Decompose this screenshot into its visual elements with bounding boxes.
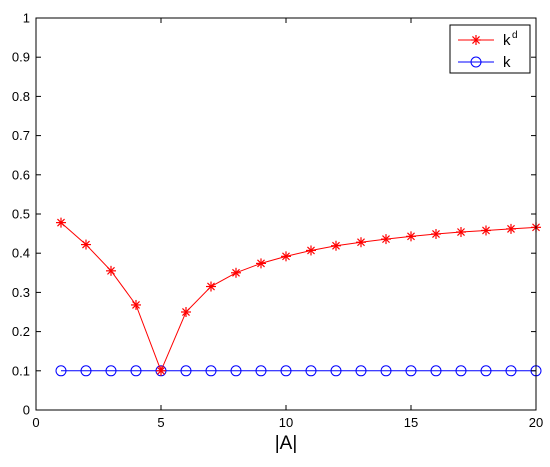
data-point [256,258,266,269]
data-point [406,231,416,242]
data-point [231,267,241,278]
series-layer [55,217,542,377]
legend-box [449,24,531,74]
marker-stroke [132,300,140,309]
marker-stroke [482,226,490,235]
data-point [405,365,417,377]
legend-superscript: d [512,30,518,41]
data-point [106,265,116,276]
legend-marker [471,35,481,45]
data-point [505,365,517,377]
y-tick-label: 1 [23,11,30,26]
data-point [506,223,516,234]
legend: k dk [449,24,531,74]
data-point [181,307,191,317]
y-tick-label: 0.9 [12,50,30,65]
y-tick-label: 0.4 [12,246,30,261]
data-point [281,251,291,262]
x-tick-label: 15 [404,415,418,430]
data-point [431,228,441,239]
data-point [80,365,92,377]
data-point [380,365,392,377]
data-point [105,365,117,377]
data-point [56,217,66,228]
legend-marker [470,56,482,68]
data-point [131,299,141,310]
marker-stroke [82,240,90,249]
data-point [355,365,367,377]
y-tick-label: 0.5 [12,207,30,222]
data-point [156,365,166,376]
y-tick-label: 0 [23,403,30,418]
marker-stroke [232,268,240,277]
data-point [330,365,342,377]
marker-stroke [257,259,265,268]
x-tick-label: 0 [32,415,39,430]
marker-stroke [157,366,165,375]
data-point [306,245,316,256]
x-tick-label: 10 [279,415,293,430]
marker-stroke [332,241,340,250]
marker-stroke [57,218,65,227]
data-point [381,234,391,245]
y-tick-label: 0.1 [12,363,30,378]
marker-stroke [307,246,315,255]
data-point [55,365,67,377]
data-point [81,239,91,250]
legend-items: k dk [458,30,518,71]
legend-label: k [503,32,511,49]
data-point [480,365,492,377]
data-point [430,365,442,377]
marker-stroke [407,232,415,241]
y-tick-label: 0.3 [12,285,30,300]
marker-stroke [507,224,515,233]
y-tick-label: 0.6 [12,167,30,182]
marker-stroke [432,230,440,238]
marker-stroke [207,282,215,291]
data-point [205,365,217,377]
legend-item: k [458,54,511,71]
series-k [55,365,542,377]
marker-stroke [472,36,480,44]
plot-area [36,18,536,410]
data-point [206,281,216,292]
x-tick-label: 5 [157,415,164,430]
y-tick-label: 0.2 [12,324,30,339]
x-axis-label: |A| [275,433,298,454]
data-point [180,365,192,377]
data-point [230,365,242,377]
y-tick-label: 0.7 [12,128,30,143]
marker-stroke [182,308,190,316]
marker-stroke [282,252,290,261]
marker-stroke [357,238,365,247]
series-kd [56,217,541,376]
data-point [331,240,341,251]
x-tick-label: 20 [529,415,543,430]
data-point [305,365,317,377]
axis-layer: 0 5 10 15 20 0 0.1 0.2 0.3 0.4 0.5 0.6 0.7 0.8 0.9 1 [12,11,543,431]
marker-stroke [382,235,390,244]
y-tick-label: 0.8 [12,89,30,104]
data-point [130,365,142,377]
data-point [455,365,467,377]
data-point [481,225,491,236]
marker-stroke [457,228,465,236]
data-point [255,365,267,377]
data-point [456,227,466,238]
data-point [356,237,366,248]
data-point [280,365,292,377]
marker-stroke [107,266,115,275]
legend-label: k [503,54,511,71]
